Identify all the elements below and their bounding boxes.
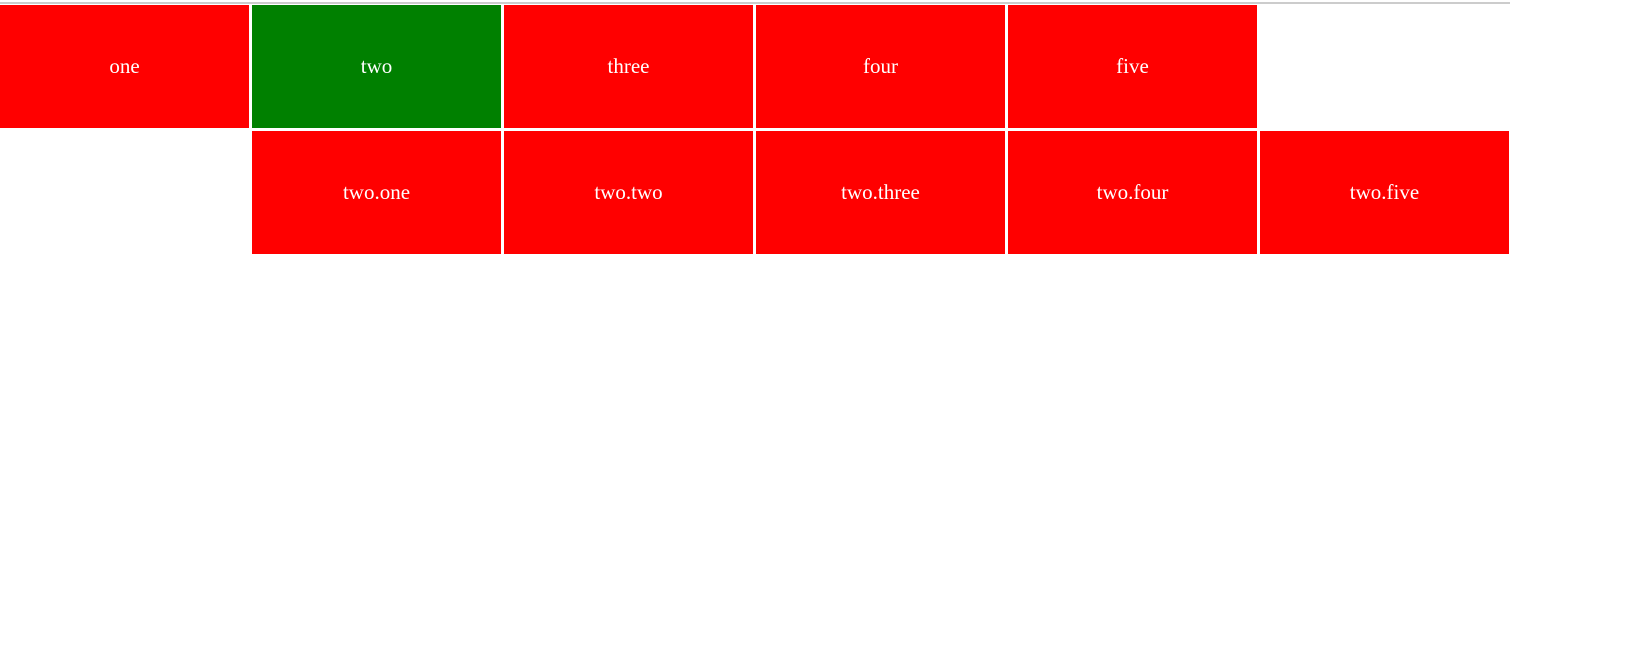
- submenu-of-two: two.one two.two two.three two.four two.f…: [252, 131, 1509, 254]
- menu-item-three[interactable]: three: [504, 5, 753, 128]
- submenu-item-two-three[interactable]: two.three: [756, 131, 1005, 254]
- menu-item-one[interactable]: one: [0, 5, 249, 128]
- menu-item-four[interactable]: four: [756, 5, 1005, 128]
- menu-top-divider: [0, 2, 1510, 4]
- submenu-item-two-two[interactable]: two.two: [504, 131, 753, 254]
- menu-item-two[interactable]: two: [252, 5, 501, 128]
- submenu-item-two-five[interactable]: two.five: [1260, 131, 1509, 254]
- main-menu: one two three four five: [0, 5, 1257, 128]
- submenu-item-two-one[interactable]: two.one: [252, 131, 501, 254]
- submenu-item-two-four[interactable]: two.four: [1008, 131, 1257, 254]
- menu-item-five[interactable]: five: [1008, 5, 1257, 128]
